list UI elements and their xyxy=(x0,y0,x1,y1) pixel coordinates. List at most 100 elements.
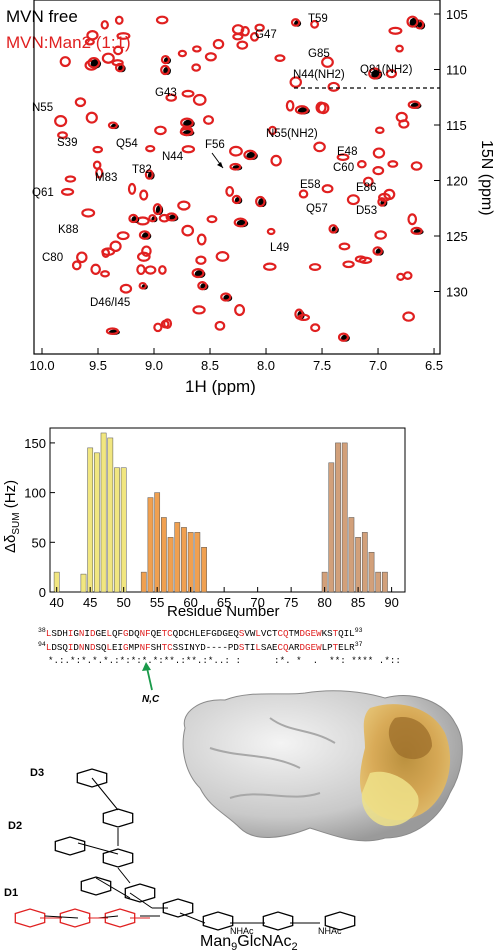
hsqc-peak-complex xyxy=(395,44,404,53)
hsqc-peak-complex xyxy=(372,246,383,256)
hsqc-peak-complex xyxy=(249,32,260,42)
hsqc-peak-complex xyxy=(59,56,71,68)
hsqc-peak-complex xyxy=(206,215,218,224)
hsqc-peak-complex xyxy=(165,212,178,222)
hsqc-xtick-label: 7.0 xyxy=(369,358,387,373)
residue: D xyxy=(51,642,57,653)
residue: E xyxy=(100,628,107,639)
hsqc-peaks xyxy=(54,15,426,342)
peak-label: C80 xyxy=(42,252,63,264)
hsqc-peak-complex xyxy=(229,145,243,157)
sugar-ring xyxy=(262,911,294,931)
hsqc-peak-complex xyxy=(410,161,423,171)
hsqc-peak-complex xyxy=(85,111,98,124)
hsqc-ytick-label: 120 xyxy=(446,174,468,189)
bar-residue xyxy=(94,452,100,593)
hsqc-ytick-label: 110 xyxy=(446,63,467,78)
hsqc-peak-complex xyxy=(177,49,188,58)
hsqc-peak-complex xyxy=(90,263,101,275)
residue: L xyxy=(349,628,355,639)
residue: I xyxy=(67,628,74,639)
residue: W xyxy=(249,628,256,639)
residue: L xyxy=(255,628,261,639)
residue: L xyxy=(45,642,52,653)
hsqc-peak-complex xyxy=(356,160,367,169)
glycan-title: Man9GlcNAc2 xyxy=(200,933,298,950)
peak-label: Q57 xyxy=(306,203,328,215)
bar-ytick-label: 150 xyxy=(24,436,46,451)
hsqc-peak-complex xyxy=(290,18,301,27)
residue: Q xyxy=(100,642,107,653)
residue: H xyxy=(156,642,162,653)
hsqc-peak-complex xyxy=(294,105,309,115)
bar-residue xyxy=(181,527,187,593)
residue: G xyxy=(305,628,311,639)
hsqc-xtick-label: 6.5 xyxy=(425,358,443,373)
residue: L xyxy=(255,642,261,653)
residue: C xyxy=(167,628,173,639)
residue: E xyxy=(200,628,206,639)
surface-groove xyxy=(209,717,336,799)
hsqc-peak-complex xyxy=(231,24,245,35)
peak-label: N44(NH2) xyxy=(293,69,345,81)
residue: T xyxy=(161,642,168,653)
residue: E xyxy=(310,628,317,639)
residue: N xyxy=(139,628,146,639)
seq1-text: LSDHIGNIDGELQFGDQNFQETCQDCHLEFGDGEQSVWLV… xyxy=(46,628,355,639)
residue: C xyxy=(277,642,283,653)
hsqc-peak-complex xyxy=(87,57,101,69)
residue: I xyxy=(183,642,190,653)
hsqc-peak-complex xyxy=(127,182,137,195)
sugar-ring xyxy=(14,908,46,928)
hsqc-peak-complex xyxy=(92,160,102,170)
peak-label: Q54 xyxy=(116,138,138,150)
peak-label: G85 xyxy=(308,48,330,60)
residue: S xyxy=(56,642,63,653)
termini-label: N,C xyxy=(142,694,160,705)
hsqc-peak-complex xyxy=(71,260,82,271)
peak-label: E86 xyxy=(356,182,376,194)
bar-residue xyxy=(194,532,201,593)
residue: R xyxy=(349,642,355,653)
seq1-end: 93 xyxy=(354,627,363,634)
bar-residue xyxy=(341,442,348,593)
hsqc-ticks: 10.0 9.5 9.0 8.5 8.0 7.5 7.0 6.5 105 110 115 120 125… xyxy=(29,7,467,373)
hsqc-peak-complex xyxy=(263,262,277,271)
glycan-title-glcnac: GlcNAc xyxy=(237,933,291,950)
residue: H xyxy=(189,628,195,639)
hsqc-peak-complex xyxy=(215,251,230,262)
hsqc-peak-complex xyxy=(407,213,418,226)
hsqc-peak-complex xyxy=(160,319,170,329)
residue: E xyxy=(271,642,278,653)
residue: - xyxy=(216,642,223,653)
hsqc-peak-complex xyxy=(225,185,235,197)
sugar-ring xyxy=(202,911,234,931)
residue: G xyxy=(123,628,129,639)
glycan-nhac-2: NHAc xyxy=(318,926,342,936)
residue: - xyxy=(222,642,228,653)
hsqc-peak-complex xyxy=(374,230,387,240)
glycan-rings xyxy=(14,768,356,931)
hsqc-peak-complex xyxy=(387,160,399,168)
hsqc-peak-complex xyxy=(152,203,163,216)
residue: I xyxy=(117,642,124,653)
hsqc-peak-complex xyxy=(181,224,195,237)
hsqc-peak-complex xyxy=(233,217,248,228)
hsqc-peak-complex xyxy=(270,154,282,167)
hsqc-peak-complex xyxy=(197,281,208,291)
residue: M xyxy=(128,642,135,653)
residue: I xyxy=(84,628,90,639)
hsqc-peak-complex xyxy=(268,125,277,136)
hsqc-peak-complex xyxy=(406,15,419,28)
bar-residue xyxy=(328,462,335,593)
residue: W xyxy=(316,642,322,653)
residue: K xyxy=(321,628,328,639)
peak-label: F56 xyxy=(205,139,225,151)
bar-residue xyxy=(375,571,382,593)
hsqc-peak-complex xyxy=(297,313,311,322)
hsqc-peak-complex xyxy=(107,121,119,130)
hsqc-peak-complex xyxy=(346,194,360,206)
bar-residue xyxy=(187,532,194,593)
bar-xtick-label: 70 xyxy=(250,595,264,610)
bar-residue xyxy=(167,537,174,593)
